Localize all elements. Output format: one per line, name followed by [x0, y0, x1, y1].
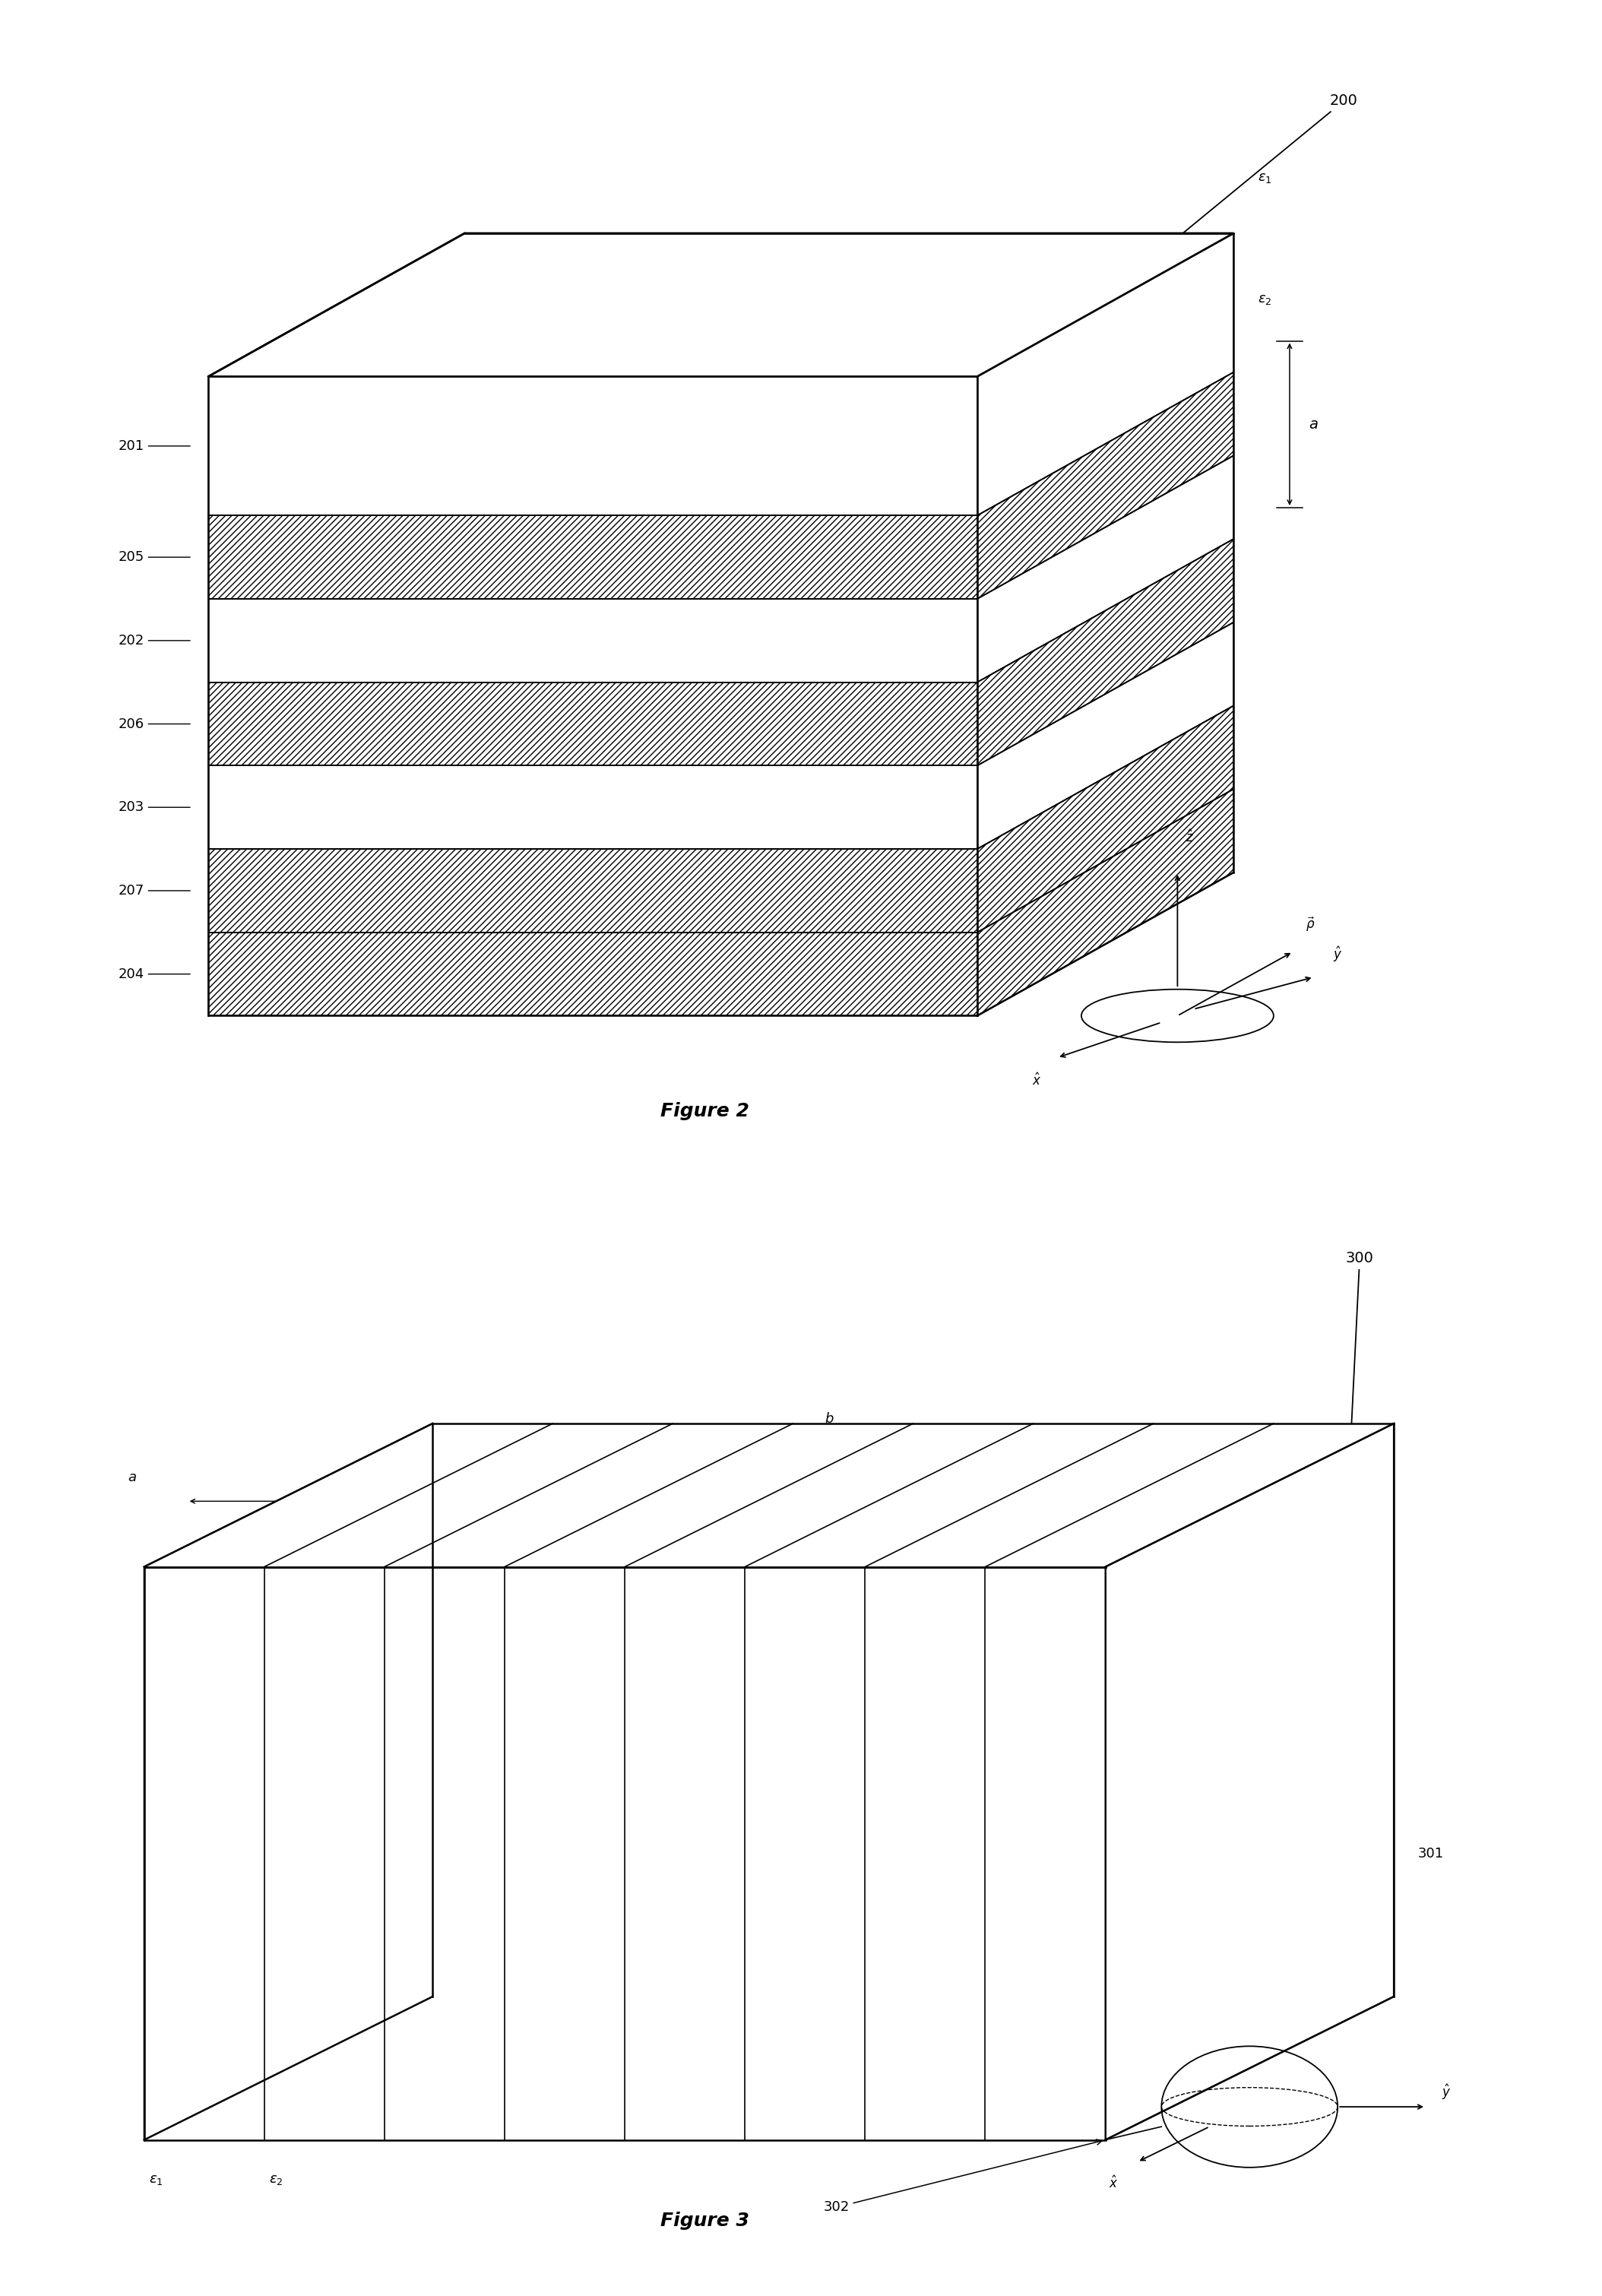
Text: 207: 207 [119, 884, 191, 898]
Text: 200: 200 [1160, 94, 1357, 253]
Polygon shape [208, 765, 977, 850]
Polygon shape [208, 682, 977, 765]
Polygon shape [985, 1424, 1394, 1566]
Polygon shape [264, 1566, 384, 2140]
Text: $\hat{z}$: $\hat{z}$ [1258, 1942, 1266, 1958]
Text: b: b [825, 1412, 833, 1426]
Text: 205: 205 [119, 551, 191, 565]
Text: 201: 201 [119, 439, 191, 452]
Polygon shape [208, 932, 977, 1015]
Polygon shape [977, 540, 1234, 765]
Text: $\varepsilon_1$: $\varepsilon_1$ [1258, 172, 1272, 186]
Text: $\varepsilon_1$: $\varepsilon_1$ [149, 2172, 163, 2186]
Polygon shape [745, 1424, 1153, 1566]
Polygon shape [264, 1424, 673, 1566]
Text: Figure 2: Figure 2 [660, 1102, 750, 1120]
Polygon shape [384, 1566, 505, 2140]
Polygon shape [208, 517, 977, 599]
Polygon shape [208, 599, 977, 682]
Polygon shape [144, 1566, 264, 2140]
Text: Figure 3: Figure 3 [660, 2211, 750, 2229]
Polygon shape [625, 1424, 1033, 1566]
Polygon shape [1105, 1424, 1394, 2140]
Text: $\varepsilon_2$: $\varepsilon_2$ [269, 2172, 284, 2186]
Text: $\vec{\rho}$: $\vec{\rho}$ [1306, 916, 1315, 932]
Text: 300: 300 [1346, 1251, 1373, 1442]
Polygon shape [977, 455, 1234, 682]
Polygon shape [208, 377, 977, 517]
Text: 203: 203 [119, 801, 191, 815]
Polygon shape [977, 622, 1234, 850]
Polygon shape [208, 234, 1234, 377]
Text: $\varepsilon_2$: $\varepsilon_2$ [1258, 292, 1272, 305]
Polygon shape [977, 705, 1234, 932]
Polygon shape [505, 1566, 625, 2140]
Text: $\hat{x}$: $\hat{x}$ [1109, 2174, 1118, 2190]
Polygon shape [505, 1424, 913, 1566]
Polygon shape [625, 1566, 745, 2140]
Polygon shape [985, 1566, 1105, 2140]
Polygon shape [208, 850, 977, 932]
Text: 204: 204 [119, 967, 191, 980]
Polygon shape [144, 1424, 433, 2140]
Polygon shape [144, 1424, 553, 1566]
Text: $\hat{z}$: $\hat{z}$ [1185, 829, 1193, 845]
Text: a: a [128, 1472, 136, 1486]
Text: 301: 301 [1418, 1846, 1443, 1860]
Text: $\hat{x}$: $\hat{x}$ [1032, 1072, 1041, 1088]
Text: 202: 202 [119, 634, 191, 647]
Polygon shape [865, 1424, 1274, 1566]
Polygon shape [384, 1424, 793, 1566]
Text: $\hat{y}$: $\hat{y}$ [1333, 946, 1342, 964]
Text: $\hat{y}$: $\hat{y}$ [1442, 2082, 1451, 2101]
Text: 206: 206 [119, 716, 191, 730]
Text: a: a [1309, 418, 1318, 432]
Polygon shape [865, 1566, 985, 2140]
Polygon shape [977, 234, 1234, 517]
Polygon shape [977, 790, 1234, 1015]
Polygon shape [977, 372, 1234, 599]
Text: 302: 302 [823, 2140, 1102, 2213]
Polygon shape [745, 1566, 865, 2140]
